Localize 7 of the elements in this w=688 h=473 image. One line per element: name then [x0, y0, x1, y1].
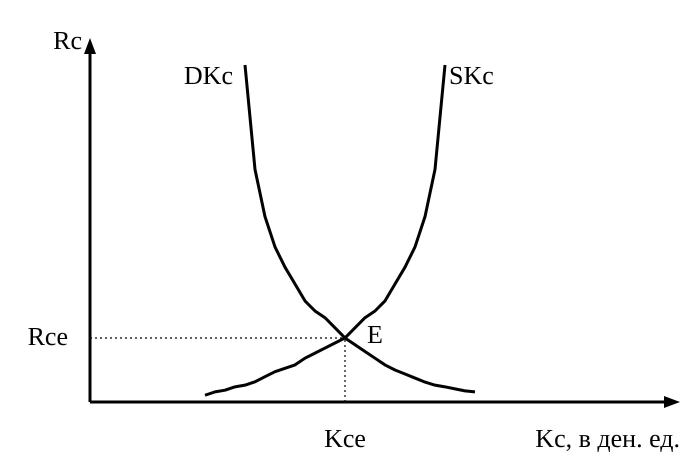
- text: Kce: [324, 424, 366, 453]
- ref-line-label: Rce: [28, 322, 68, 351]
- x-axis-title: Kc, в ден. ед.: [535, 424, 680, 453]
- series-label: SKc: [449, 60, 494, 90]
- annotation: E: [367, 320, 383, 349]
- series-label: DKc: [184, 60, 233, 90]
- y-axis-title: Rc: [53, 26, 82, 55]
